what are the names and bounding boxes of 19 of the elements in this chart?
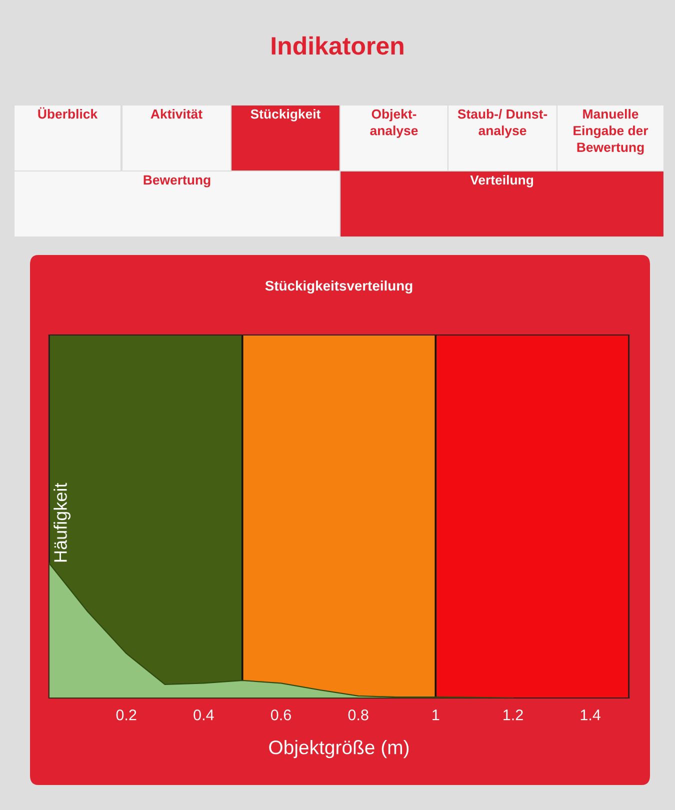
x-tick-label: 1.2	[504, 710, 523, 720]
x-axis-title: Objektgröße (m)	[269, 740, 409, 758]
x-tick-label: 0.2	[116, 710, 136, 720]
x-tick-label: 1	[432, 710, 440, 720]
text: Überblick	[38, 107, 98, 119]
text: Verteilung	[470, 175, 534, 188]
x-tick-label: 0.8	[348, 710, 368, 720]
text: Staub-/ Dunst- analyse	[458, 109, 548, 138]
text: Stückigkeit	[250, 109, 321, 122]
x-tick-label: 0.4	[194, 710, 214, 720]
chart-title: Stückigkeitsverteilung	[265, 280, 412, 294]
text: Manuelle Eingabe der Bewertung	[574, 109, 648, 155]
text: Bewertung	[144, 175, 210, 188]
x-tick-label: 1.4	[580, 710, 601, 720]
text: Indikatoren	[272, 36, 404, 55]
text: Aktivität	[150, 109, 202, 119]
text: Objekt- analyse	[370, 109, 418, 138]
x-tick-label: 0.6	[270, 710, 291, 720]
y-axis-title: Häufigkeit	[54, 482, 70, 562]
